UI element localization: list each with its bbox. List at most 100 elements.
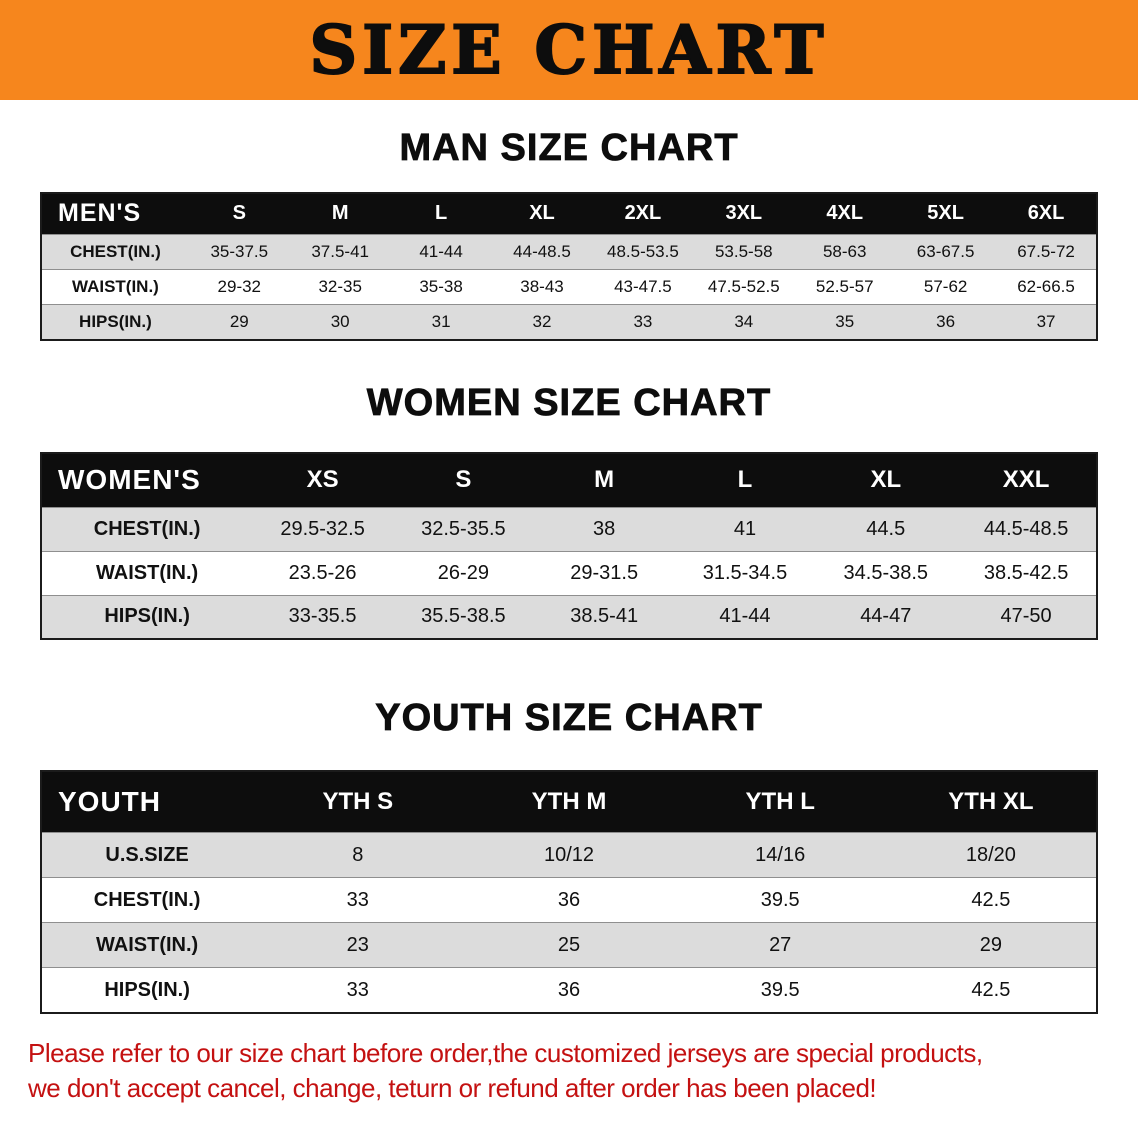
value-cell: 63-67.5 — [895, 234, 997, 270]
column-header: YTH M — [463, 770, 675, 833]
column-header: XL — [815, 453, 957, 508]
value-cell: 35-37.5 — [188, 234, 290, 270]
value-cell: 39.5 — [674, 877, 886, 923]
header-row: YOUTH YTH S YTH M YTH L YTH XL — [41, 770, 1097, 833]
value-cell: 29-31.5 — [533, 551, 675, 596]
value-cell: 53.5-58 — [693, 234, 795, 270]
column-header: M — [289, 192, 391, 235]
row-label: CHEST(IN.) — [41, 877, 253, 923]
table-row: CHEST(IN.) 35-37.5 37.5-41 41-44 44-48.5 48.5… — [41, 234, 1097, 270]
size-table: YOUTH YTH S YTH M YTH L YTH XL U.S.SIZE 8 10/12… — [40, 769, 1098, 1014]
value-cell: 10/12 — [463, 832, 675, 878]
page-title: SIZE CHART — [309, 11, 829, 89]
value-cell: 42.5 — [885, 877, 1097, 923]
table-title-cell: YOUTH — [41, 770, 253, 833]
value-cell: 35 — [794, 304, 896, 340]
column-header: 6XL — [996, 192, 1097, 235]
value-cell: 23 — [252, 922, 464, 968]
value-cell: 67.5-72 — [996, 234, 1097, 270]
value-cell: 41-44 — [674, 595, 816, 640]
youth-size-table: YOUTH YTH S YTH M YTH L YTH XL U.S.SIZE 8 10/12… — [40, 769, 1098, 1014]
value-cell: 58-63 — [794, 234, 896, 270]
value-cell: 37.5-41 — [289, 234, 391, 270]
header-row: WOMEN'S XS S M L XL XXL — [41, 453, 1097, 508]
value-cell: 35-38 — [390, 269, 492, 305]
row-label: CHEST(IN.) — [41, 234, 189, 270]
banner: SIZE CHART — [0, 0, 1138, 100]
value-cell: 36 — [463, 967, 675, 1013]
column-header: S — [392, 453, 534, 508]
value-cell: 29-32 — [188, 269, 290, 305]
section-women: WOMEN SIZE CHART WOMEN'S XS S M L XL XXL CHEST(… — [0, 381, 1138, 641]
value-cell: 38.5-42.5 — [956, 551, 1097, 596]
value-cell: 29 — [188, 304, 290, 340]
men-size-table: MEN'S S M L XL 2XL 3XL 4XL 5XL 6XL CHEST(IN.) 35-37… — [40, 191, 1098, 341]
value-cell: 48.5-53.5 — [592, 234, 694, 270]
value-cell: 42.5 — [885, 967, 1097, 1013]
value-cell: 30 — [289, 304, 391, 340]
section-youth: YOUTH SIZE CHART YOUTH YTH S YTH M YTH L YTH… — [0, 696, 1138, 1014]
value-cell: 36 — [463, 877, 675, 923]
value-cell: 23.5-26 — [252, 551, 393, 596]
column-header: YTH S — [252, 770, 464, 833]
value-cell: 44-47 — [815, 595, 957, 640]
value-cell: 41-44 — [390, 234, 492, 270]
value-cell: 32-35 — [289, 269, 391, 305]
header-row: MEN'S S M L XL 2XL 3XL 4XL 5XL 6XL — [41, 192, 1097, 235]
value-cell: 33-35.5 — [252, 595, 393, 640]
row-label: U.S.SIZE — [41, 832, 253, 878]
value-cell: 32.5-35.5 — [392, 507, 534, 552]
row-label: WAIST(IN.) — [41, 922, 253, 968]
value-cell: 8 — [252, 832, 464, 878]
value-cell: 33 — [252, 877, 464, 923]
table-row: HIPS(IN.) 33-35.5 35.5-38.5 38.5-41 41-44 44-… — [41, 595, 1097, 640]
column-header: XL — [491, 192, 593, 235]
column-header: 5XL — [895, 192, 997, 235]
value-cell: 36 — [895, 304, 997, 340]
column-header: 3XL — [693, 192, 795, 235]
row-label: HIPS(IN.) — [41, 967, 253, 1013]
value-cell: 37 — [996, 304, 1097, 340]
row-label: HIPS(IN.) — [41, 595, 253, 640]
value-cell: 38-43 — [491, 269, 593, 305]
column-header: L — [674, 453, 816, 508]
value-cell: 34.5-38.5 — [815, 551, 957, 596]
note-line-1: Please refer to our size chart before or… — [28, 1037, 983, 1068]
value-cell: 29.5-32.5 — [252, 507, 393, 552]
column-header: XS — [252, 453, 393, 508]
value-cell: 52.5-57 — [794, 269, 896, 305]
size-table: MEN'S S M L XL 2XL 3XL 4XL 5XL 6XL CHEST(IN.) 35-37… — [40, 191, 1098, 341]
table-row: U.S.SIZE 8 10/12 14/16 18/20 — [41, 832, 1097, 878]
value-cell: 62-66.5 — [996, 269, 1097, 305]
value-cell: 44-48.5 — [491, 234, 593, 270]
table-row: CHEST(IN.) 29.5-32.5 32.5-35.5 38 41 44.5 44.5… — [41, 507, 1097, 552]
table-title-cell: MEN'S — [41, 192, 189, 235]
value-cell: 38 — [533, 507, 675, 552]
content: MAN SIZE CHART MEN'S S M L XL 2XL 3XL 4XL 5XL 6XL… — [0, 126, 1138, 1014]
value-cell: 35.5-38.5 — [392, 595, 534, 640]
column-header: L — [390, 192, 492, 235]
table-row: WAIST(IN.) 23 25 27 29 — [41, 922, 1097, 968]
note-line-2: we don't accept cancel, change, teturn o… — [28, 1072, 877, 1103]
value-cell: 47-50 — [956, 595, 1097, 640]
women-size-table: WOMEN'S XS S M L XL XXL CHEST(IN.) 29.5-32.5 32.5… — [40, 452, 1098, 641]
value-cell: 32 — [491, 304, 593, 340]
value-cell: 29 — [885, 922, 1097, 968]
value-cell: 25 — [463, 922, 675, 968]
value-cell: 26-29 — [392, 551, 534, 596]
column-header: 2XL — [592, 192, 694, 235]
value-cell: 33 — [592, 304, 694, 340]
column-header: S — [188, 192, 290, 235]
value-cell: 57-62 — [895, 269, 997, 305]
table-title-cell: WOMEN'S — [41, 453, 253, 508]
column-header: M — [533, 453, 675, 508]
column-header: 4XL — [794, 192, 896, 235]
value-cell: 18/20 — [885, 832, 1097, 878]
table-row: HIPS(IN.) 29 30 31 32 33 34 35 36 37 — [41, 304, 1097, 340]
value-cell: 33 — [252, 967, 464, 1013]
value-cell: 31 — [390, 304, 492, 340]
value-cell: 27 — [674, 922, 886, 968]
value-cell: 31.5-34.5 — [674, 551, 816, 596]
table-row: WAIST(IN.) 23.5-26 26-29 29-31.5 31.5-34.5 34… — [41, 551, 1097, 596]
section-men: MAN SIZE CHART MEN'S S M L XL 2XL 3XL 4XL 5XL 6XL… — [0, 126, 1138, 341]
